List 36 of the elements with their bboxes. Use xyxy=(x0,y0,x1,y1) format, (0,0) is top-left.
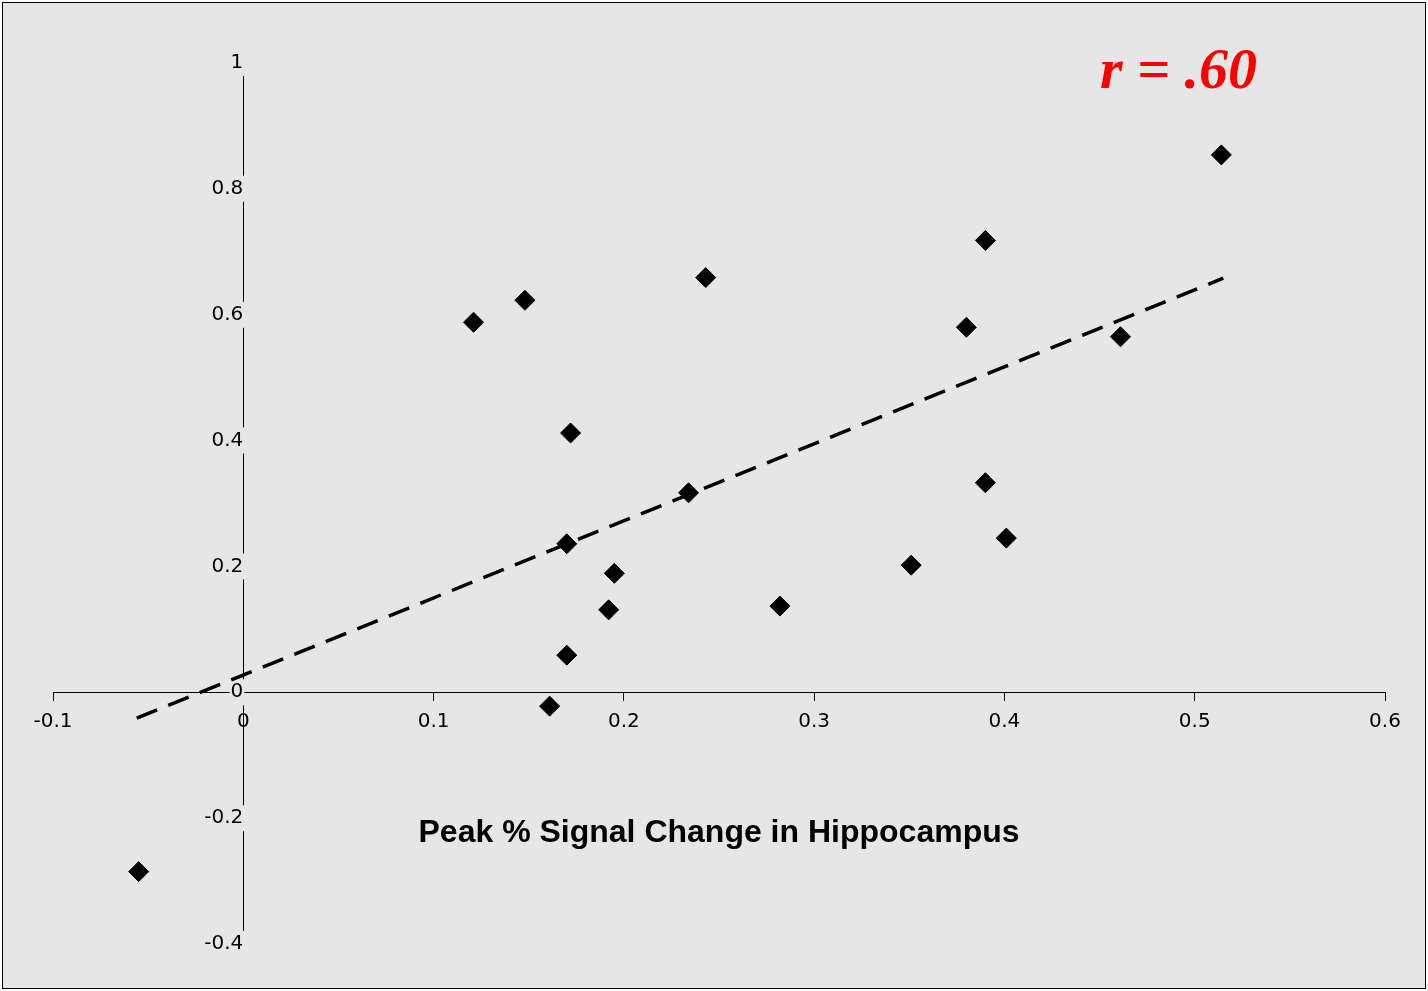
y-tick-label: 0.4 xyxy=(211,426,244,451)
x-tick-label: 0.5 xyxy=(1178,708,1211,733)
point xyxy=(463,311,485,333)
y-tick-label: 0.6 xyxy=(211,300,244,325)
y-tick-label: -0.2 xyxy=(204,804,244,829)
point xyxy=(598,599,620,621)
point xyxy=(974,229,996,251)
x-tick-label: 0.1 xyxy=(417,708,450,733)
point xyxy=(995,527,1017,549)
x-tick-label: 0.4 xyxy=(988,708,1021,733)
point xyxy=(539,695,561,717)
x-axis-title: Peak % Signal Change in Hippocampus xyxy=(418,813,1020,850)
x-tick-label: 0.3 xyxy=(798,708,831,733)
point xyxy=(560,422,582,444)
x-tick-label: 0.2 xyxy=(607,708,640,733)
y-tick-label: 0.2 xyxy=(211,552,244,577)
point xyxy=(556,533,578,555)
x-tick-label: -0.1 xyxy=(33,708,73,733)
point xyxy=(603,562,625,584)
y-tick-label: -0.4 xyxy=(204,930,244,955)
point xyxy=(556,644,578,666)
point xyxy=(678,482,700,504)
y-tick-label: 0.8 xyxy=(211,175,244,200)
point xyxy=(900,554,922,576)
point xyxy=(769,595,791,617)
point xyxy=(514,289,536,311)
point xyxy=(1110,326,1131,348)
point xyxy=(128,861,150,883)
point xyxy=(1210,144,1232,166)
annotation: r = .60 xyxy=(1099,35,1257,101)
point xyxy=(695,267,717,289)
point xyxy=(974,472,996,494)
y-tick-label: 0 xyxy=(230,678,244,703)
point xyxy=(955,316,977,338)
x-tick-label: 0.6 xyxy=(1369,708,1401,733)
y-tick-label: 1 xyxy=(230,49,244,74)
